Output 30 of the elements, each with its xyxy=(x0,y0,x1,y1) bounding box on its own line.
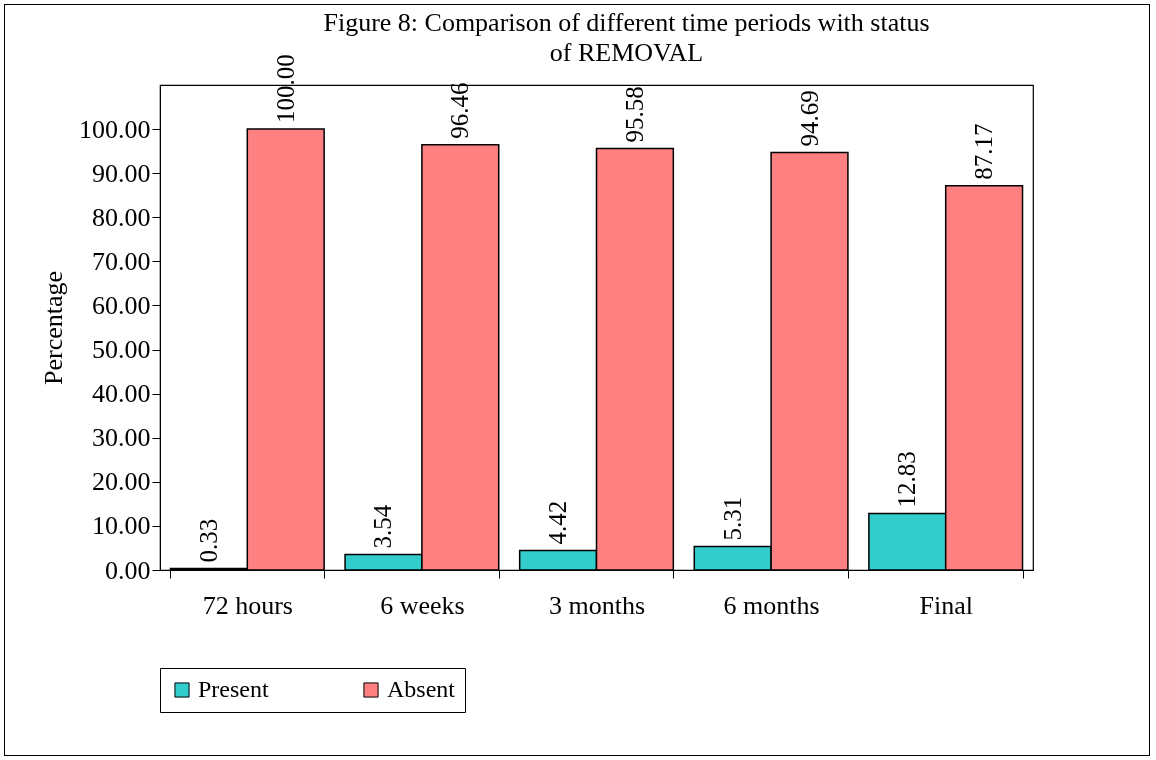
y-tick-label: 10.00 xyxy=(92,511,151,541)
y-tick-label: 60.00 xyxy=(92,290,151,320)
y-tick-label: 80.00 xyxy=(92,202,151,232)
data-label: 4.42 xyxy=(544,500,572,545)
y-tick-label: 30.00 xyxy=(92,423,151,453)
data-label: 96.46 xyxy=(446,82,474,139)
y-tick-label: 50.00 xyxy=(92,335,151,365)
data-label: 0.33 xyxy=(194,518,222,563)
data-label: 5.31 xyxy=(718,496,746,541)
chart-title: Figure 8: Comparison of different time periods with status of REMOVAL xyxy=(323,8,930,68)
y-tick-label: 40.00 xyxy=(92,379,151,409)
data-label: 87.17 xyxy=(970,123,998,180)
legend-label: Present xyxy=(198,676,269,702)
data-label: 95.58 xyxy=(620,86,648,143)
data-label: 3.54 xyxy=(369,504,397,549)
x-tick-label: Final xyxy=(919,590,973,620)
data-label: 94.69 xyxy=(795,90,823,147)
y-tick-label: 70.00 xyxy=(92,246,151,276)
y-tick-label: 100.00 xyxy=(79,114,151,144)
legend-label: Absent xyxy=(387,676,456,702)
x-tick-label: 6 weeks xyxy=(380,590,465,620)
y-tick-label: 20.00 xyxy=(92,467,151,497)
x-tick-label: 3 months xyxy=(548,590,646,620)
y-tick-label: 90.00 xyxy=(92,158,151,188)
data-label: 100.00 xyxy=(271,54,299,124)
x-tick-label: 6 months xyxy=(723,590,820,620)
y-tick-label: 0.00 xyxy=(105,555,151,585)
x-tick-label: 72 hours xyxy=(202,590,293,620)
y-axis-title: Percentage xyxy=(39,270,68,386)
data-label: 12.83 xyxy=(893,451,921,508)
